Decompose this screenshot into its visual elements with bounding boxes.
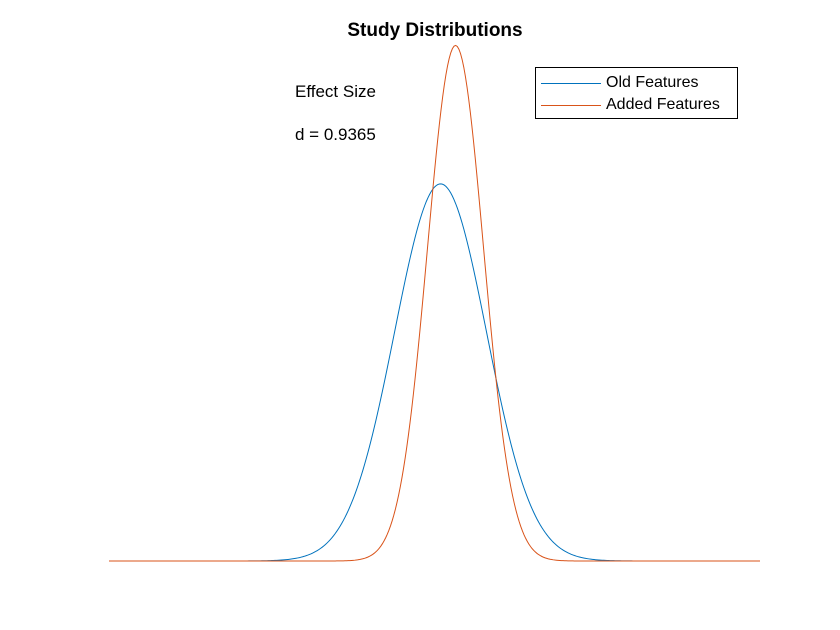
legend-item-added-features: Added Features: [536, 96, 737, 116]
legend-swatch-old-features: [541, 83, 601, 84]
series-line-added-features: [109, 44, 760, 562]
chart-title: Study Distributions: [347, 20, 523, 41]
legend-item-old-features: Old Features: [536, 74, 737, 94]
series-line-old-features: [109, 183, 760, 562]
effect-size-value: d = 0.9365: [295, 125, 376, 144]
effect-size-label: Effect Size: [295, 82, 376, 101]
legend-swatch-added-features: [541, 105, 601, 106]
legend: Old Features Added Features: [535, 67, 738, 119]
legend-label-added-features: Added Features: [606, 96, 720, 113]
legend-label-old-features: Old Features: [606, 74, 699, 91]
